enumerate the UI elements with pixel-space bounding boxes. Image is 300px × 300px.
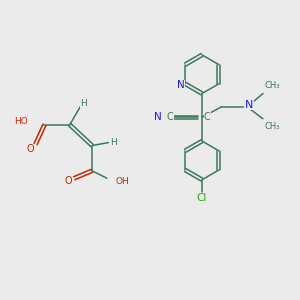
Text: OH: OH [115,177,129,186]
Text: H: H [110,138,117,147]
Text: N: N [154,112,162,122]
Text: O: O [26,144,34,154]
Text: C: C [167,112,173,122]
Text: CH₃: CH₃ [264,122,280,131]
Text: N: N [177,80,185,90]
Text: Cl: Cl [197,193,207,203]
Text: N: N [245,100,253,110]
Text: H: H [80,99,87,108]
Text: O: O [64,176,72,186]
Text: C: C [204,112,211,122]
Text: CH₃: CH₃ [264,81,280,90]
Text: HO: HO [14,117,28,126]
